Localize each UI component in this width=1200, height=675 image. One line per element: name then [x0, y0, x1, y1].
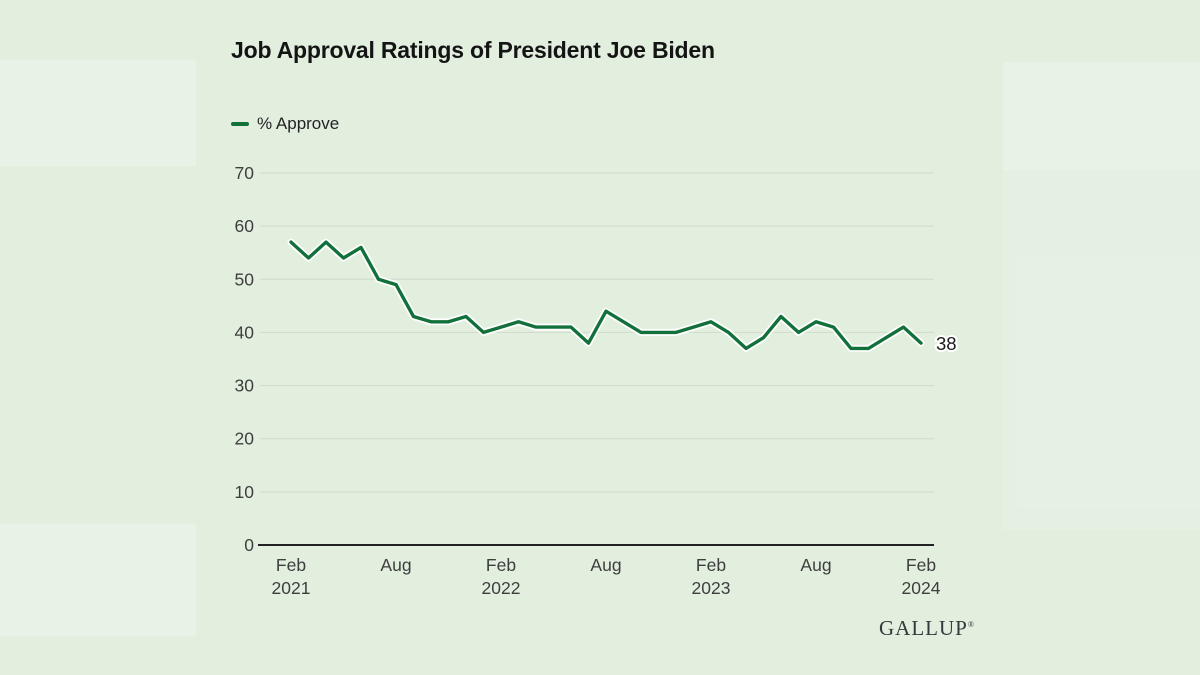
y-tick-label: 30 [235, 376, 255, 396]
edge-highlight-patch [0, 524, 196, 636]
y-tick-label: 40 [235, 322, 255, 342]
legend-line-swatch-icon [231, 122, 249, 126]
chart-title: Job Approval Ratings of President Joe Bi… [231, 37, 715, 63]
x-tick-label: Aug [800, 555, 831, 575]
edge-highlight-patch [1003, 170, 1200, 530]
edge-highlight-patch [1003, 62, 1200, 170]
y-tick-label: 70 [235, 163, 255, 183]
y-tick-label: 20 [235, 429, 255, 449]
gallup-logo-text: GALLUP [879, 616, 968, 640]
x-tick-label: Aug [380, 555, 411, 575]
legend: % Approve [231, 114, 339, 134]
x-tick-label: Feb 2024 [902, 555, 941, 598]
x-tick-label: Feb 2022 [482, 555, 521, 598]
edge-highlight-patch [0, 60, 196, 166]
y-tick-label: 50 [235, 269, 255, 289]
legend-label: % Approve [257, 114, 340, 133]
x-tick-label: Feb 2023 [692, 555, 731, 598]
approval-line [289, 240, 923, 351]
gallup-logo: GALLUP® [879, 616, 974, 641]
y-tick-label: 10 [235, 482, 255, 502]
x-tick-label: Aug [590, 555, 621, 575]
registered-mark-icon: ® [967, 620, 974, 629]
y-tick-label: 60 [235, 216, 255, 236]
y-tick-label: 0 [244, 535, 254, 555]
end-value-label: 38 [936, 333, 957, 354]
x-tick-label: Feb 2021 [272, 555, 311, 598]
